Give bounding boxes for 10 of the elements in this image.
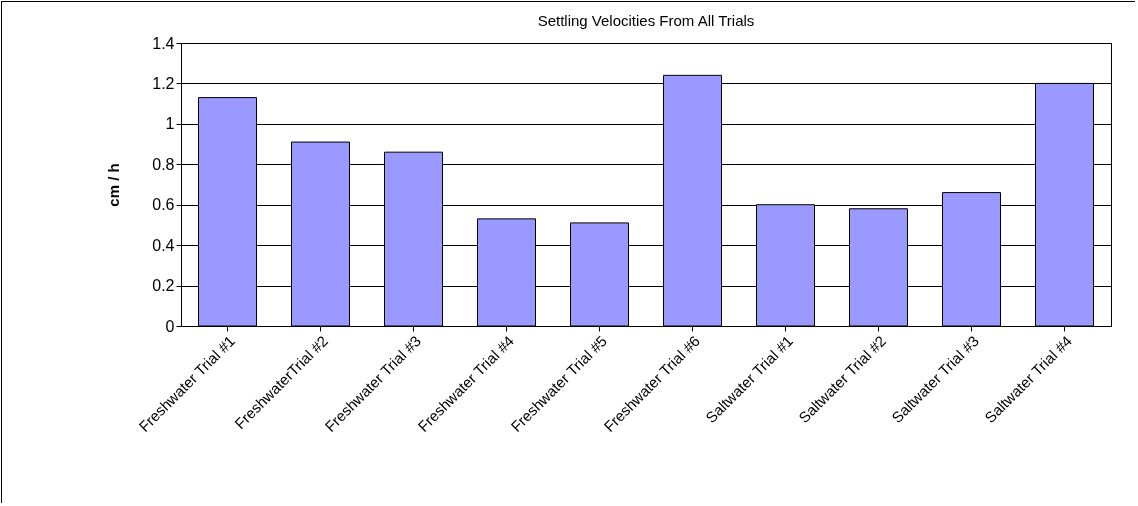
y-axis-title: cm / h [105,163,123,207]
y-tick-label: 1.2 [152,74,175,92]
y-tick-label: 0.8 [152,155,175,173]
y-tick-label: 0.2 [152,277,175,295]
y-tick-label: 0.4 [152,236,175,254]
y-tick-label: 0.6 [152,196,175,214]
y-tick-label: 0 [165,317,175,335]
chart-title: Settling Velocities From All Trials [537,12,755,29]
y-tick-label: 1 [165,115,175,133]
y-tick-label: 1.4 [152,34,175,52]
